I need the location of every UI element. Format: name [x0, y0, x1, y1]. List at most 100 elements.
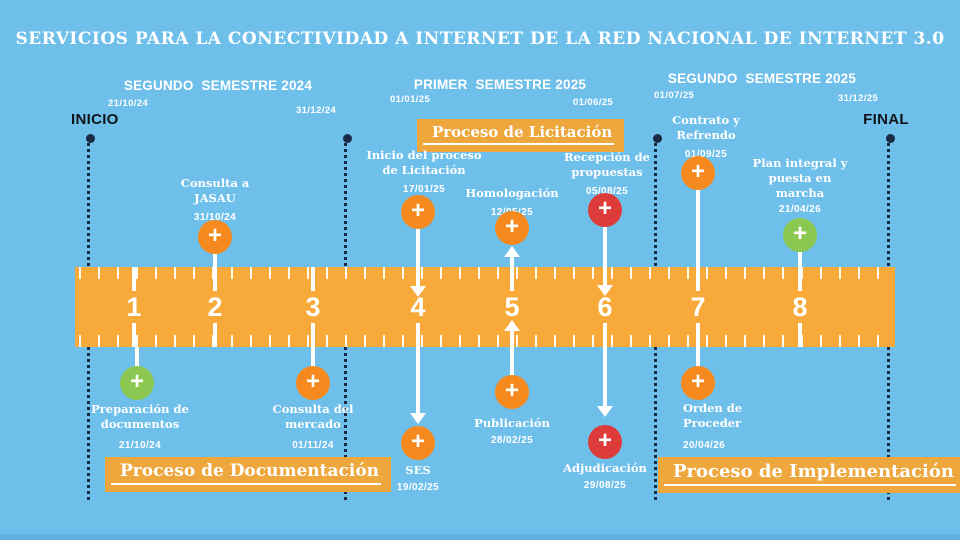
milestone-text: Refrendo	[676, 127, 736, 142]
milestone-text: Consulta a	[180, 176, 250, 190]
ruler-number: 8	[792, 291, 808, 322]
milestone-label: Consulta a JASAU 31/10/24	[181, 176, 250, 224]
milestone-label: Inicio del proceso de Licitación 17/01/2…	[366, 148, 481, 196]
ruler-step-5: 5	[492, 267, 532, 347]
milestone-marker: +	[495, 211, 529, 245]
milestone-date: 01/11/24	[292, 439, 334, 451]
guide-dot	[343, 134, 352, 143]
ruler-step-7: 7	[678, 267, 718, 347]
guide-dot	[653, 134, 662, 143]
milestone-text: Orden de	[683, 401, 743, 415]
date-sem3-start: 01/07/25	[654, 90, 695, 101]
plus-icon: +	[690, 368, 705, 395]
ruler-number: 3	[305, 291, 321, 322]
plus-icon: +	[410, 428, 425, 455]
plus-icon: +	[690, 158, 705, 185]
process-box-documentacion: Proceso de Documentación	[105, 457, 392, 492]
process-label: Proceso de Licitación	[423, 123, 615, 145]
end-label: FINAL	[863, 111, 909, 128]
ruler-step-6: 6	[585, 267, 625, 347]
milestone-text: Contrato y	[672, 113, 740, 127]
ruler-step-4: 4	[398, 267, 438, 347]
milestone-label: Contrato y Refrendo 01/09/25	[672, 113, 740, 161]
plus-icon: +	[597, 195, 612, 222]
milestone-text: SES	[405, 463, 431, 477]
process-label: Proceso de Implementación	[664, 461, 956, 486]
milestone-marker: +	[120, 366, 154, 400]
milestone-label: Consulta del mercado 01/11/24	[273, 402, 354, 452]
milestone-marker: +	[681, 366, 715, 400]
milestone-text: de Licitación	[382, 162, 466, 177]
connector-line	[416, 229, 420, 287]
milestone-label: Recepción de propuestas 05/08/25	[564, 150, 650, 198]
milestone-marker: +	[495, 375, 529, 409]
milestone-date: 01/09/25	[684, 148, 728, 160]
plus-icon: +	[792, 220, 807, 247]
milestone-date: 21/10/24	[118, 439, 162, 451]
milestone-text: propuestas	[571, 164, 643, 179]
milestone-label: SES 19/02/25	[397, 463, 439, 494]
process-box-implementacion: Proceso de Implementación	[658, 457, 960, 493]
milestone-label: Orden de Proceder 20/04/26	[683, 401, 742, 452]
milestone-text: Proceder	[683, 415, 742, 430]
ruler-number: 6	[597, 291, 613, 322]
arrow-down-icon	[597, 406, 613, 417]
ruler-number: 2	[207, 291, 223, 322]
milestone-date: 20/04/26	[683, 439, 726, 451]
connector-line	[603, 324, 607, 407]
milestone-marker: +	[401, 195, 435, 229]
milestone-date: 29/08/25	[583, 479, 627, 491]
milestone-label: Publicación 28/02/25	[474, 416, 550, 447]
plus-icon: +	[129, 368, 144, 395]
plus-icon: +	[597, 427, 612, 454]
connector-line	[213, 252, 217, 268]
ruler-step-3: 3	[293, 267, 333, 347]
date-sem1-end: 31/12/24	[296, 105, 337, 116]
date-sem2-end: 01/06/25	[573, 97, 614, 108]
connector-line	[603, 227, 607, 286]
semester-header-1: SEGUNDO SEMESTRE 2024	[123, 78, 313, 93]
plus-icon: +	[207, 222, 222, 249]
plus-icon: +	[504, 213, 519, 240]
connector-line	[510, 330, 514, 376]
milestone-marker: +	[681, 156, 715, 190]
semester-header-3: SEGUNDO SEMESTRE 2025	[667, 71, 857, 86]
date-sem1-start: 21/10/24	[108, 98, 149, 109]
start-label: INICIO	[71, 111, 119, 128]
connector-line	[696, 347, 700, 367]
ruler-number: 4	[410, 291, 426, 322]
milestone-marker: +	[296, 366, 330, 400]
ruler-step-2: 2	[195, 267, 235, 347]
milestone-text: Consulta del	[272, 402, 354, 416]
milestone-text: Publicación	[474, 416, 550, 430]
arrow-up-icon	[504, 246, 520, 257]
milestone-text: Plan integral y	[752, 156, 848, 170]
milestone-text: Adjudicación	[563, 461, 647, 475]
plus-icon: +	[410, 197, 425, 224]
arrow-down-icon	[597, 285, 613, 296]
milestone-text: Homologación	[465, 186, 559, 200]
milestone-marker: +	[198, 220, 232, 254]
ruler-number: 5	[504, 291, 520, 322]
date-sem3-end: 31/12/25	[838, 93, 879, 104]
milestone-date: 21/04/26	[778, 203, 822, 215]
milestone-text: JASAU	[194, 190, 236, 205]
arrow-up-icon	[504, 320, 520, 331]
page-title: SERVICIOS PARA LA CONECTIVIDAD A INTERNE…	[15, 29, 945, 49]
milestone-marker: +	[401, 426, 435, 460]
milestone-marker: +	[783, 218, 817, 252]
process-label: Proceso de Documentación	[111, 461, 382, 485]
milestone-date: 05/08/25	[585, 185, 629, 197]
milestone-label: Preparación de documentos 21/10/24	[91, 402, 189, 452]
arrow-down-icon	[410, 286, 426, 297]
milestone-text: documentos	[100, 416, 180, 431]
bottom-accent-strip	[0, 534, 960, 540]
milestone-text: Recepción de	[564, 150, 650, 164]
milestone-label: Adjudicación 29/08/25	[563, 461, 647, 492]
date-sem2-start: 01/01/25	[390, 94, 431, 105]
milestone-date: 28/02/25	[490, 434, 534, 446]
ruler-step-8: 8	[780, 267, 820, 347]
milestone-text: Inicio del proceso	[366, 148, 482, 162]
milestone-text: marcha	[775, 185, 825, 200]
